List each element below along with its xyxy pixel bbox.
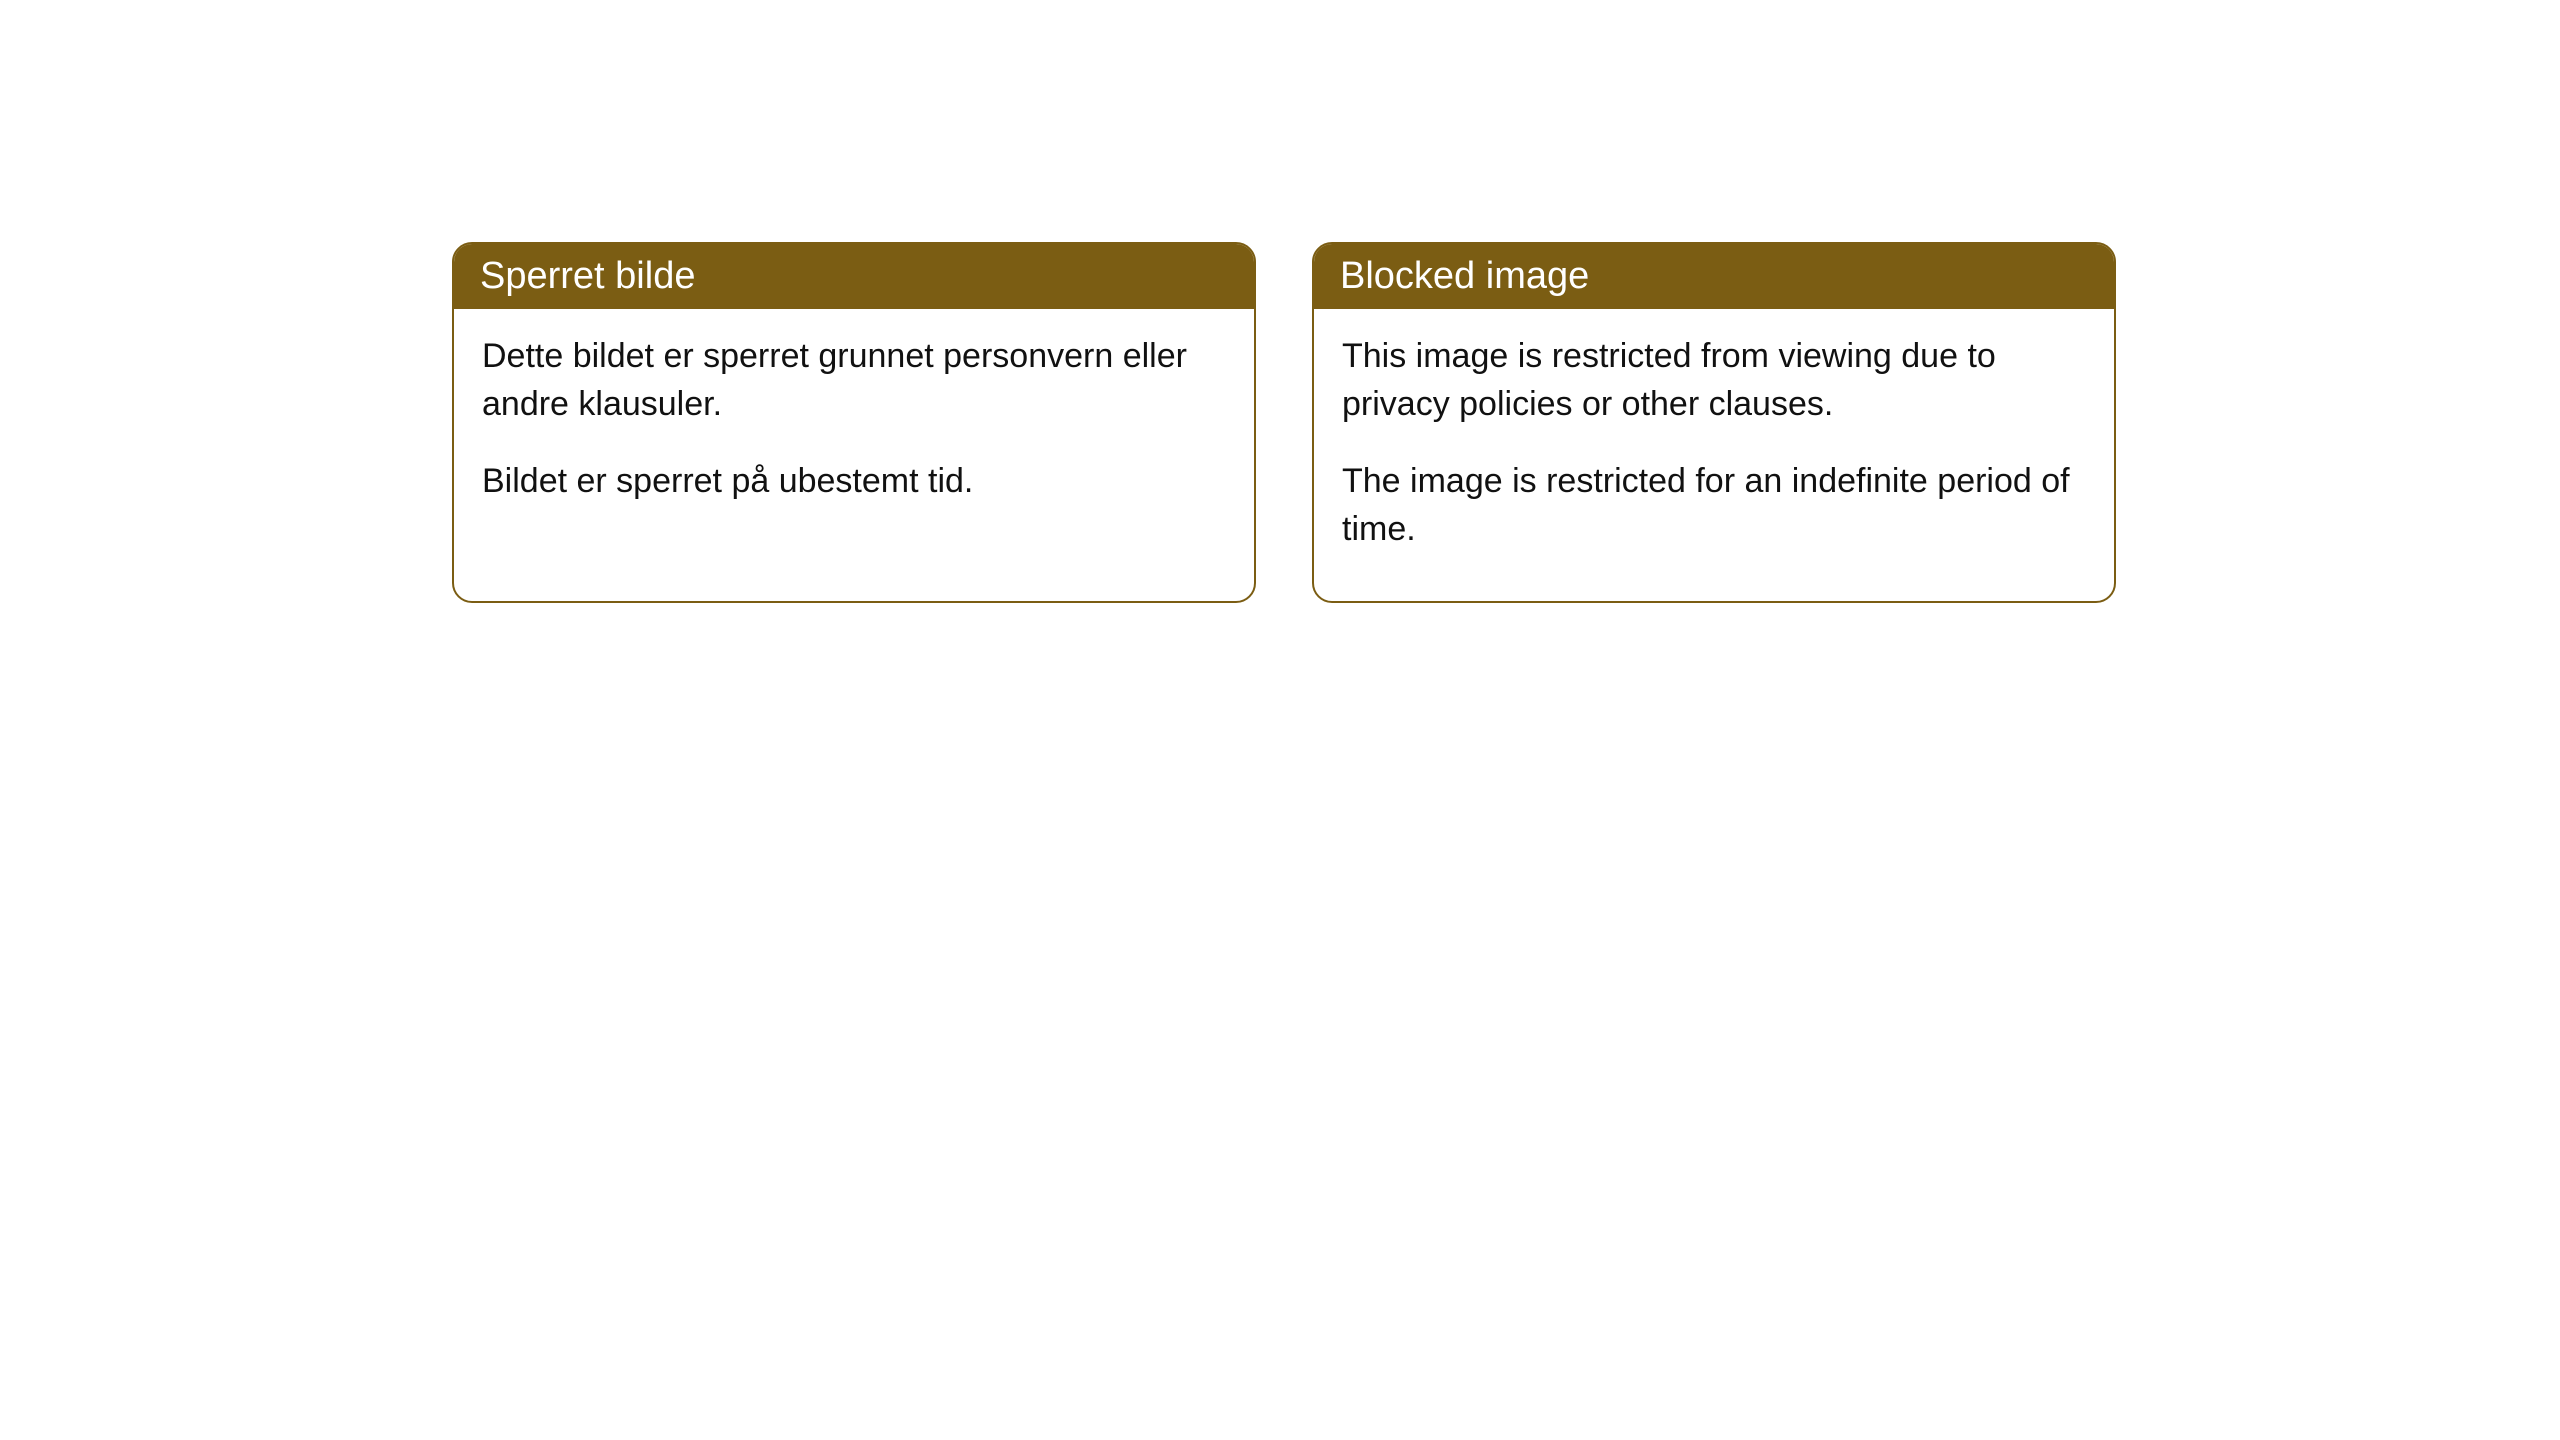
blocked-image-card-english: Blocked image This image is restricted f…	[1312, 242, 2116, 603]
blocked-image-card-norwegian: Sperret bilde Dette bildet er sperret gr…	[452, 242, 1256, 603]
card-title-english: Blocked image	[1340, 255, 1589, 297]
card-body-english: This image is restricted from viewing du…	[1314, 309, 2114, 601]
card-header-norwegian: Sperret bilde	[454, 244, 1254, 309]
card-body-norwegian: Dette bildet er sperret grunnet personve…	[454, 309, 1254, 554]
card-paragraph-english-1: This image is restricted from viewing du…	[1342, 333, 2086, 428]
card-paragraph-norwegian-2: Bildet er sperret på ubestemt tid.	[482, 458, 1226, 506]
card-paragraph-english-2: The image is restricted for an indefinit…	[1342, 458, 2086, 553]
card-paragraph-norwegian-1: Dette bildet er sperret grunnet personve…	[482, 333, 1226, 428]
notice-container: Sperret bilde Dette bildet er sperret gr…	[0, 0, 2560, 603]
card-title-norwegian: Sperret bilde	[480, 255, 695, 297]
card-header-english: Blocked image	[1314, 244, 2114, 309]
